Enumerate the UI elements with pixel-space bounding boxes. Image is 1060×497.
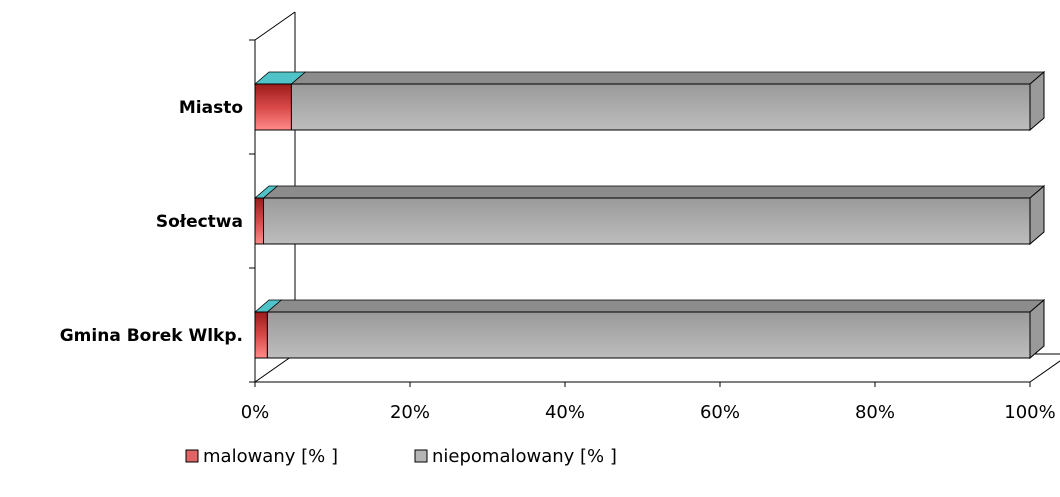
legend-label: niepomalowany [% ] bbox=[432, 446, 617, 467]
category-labels: Miasto Sołectwa Gmina Borek Wlkp. bbox=[60, 98, 243, 346]
x-tick-label: 40% bbox=[545, 402, 585, 423]
category-label: Gmina Borek Wlkp. bbox=[60, 326, 243, 346]
bar-2-1 bbox=[266, 311, 1031, 359]
bar-side-1 bbox=[1029, 184, 1045, 246]
x-tick-labels: 0% 20% 40% 60% 80% 100% bbox=[241, 402, 1056, 423]
bar-1-0 bbox=[254, 197, 265, 245]
x-tick-label: 100% bbox=[1004, 402, 1055, 423]
category-label: Miasto bbox=[179, 98, 243, 118]
legend-swatch bbox=[185, 449, 199, 463]
bar-side-0 bbox=[1029, 70, 1045, 132]
x-tick-label: 0% bbox=[241, 402, 270, 423]
bar-2-0 bbox=[254, 311, 268, 359]
bar-top-1-1 bbox=[262, 185, 1046, 199]
bar-top-0-1 bbox=[290, 71, 1046, 85]
bar-side-2 bbox=[1029, 298, 1045, 360]
bar-1-1 bbox=[263, 197, 1031, 245]
x-tick-label: 20% bbox=[390, 402, 430, 423]
left-top-edge bbox=[254, 11, 296, 41]
legend-label: malowany [% ] bbox=[203, 446, 338, 467]
bar-0-0 bbox=[254, 83, 292, 131]
bars-group bbox=[253, 70, 1046, 360]
x-tick-label: 60% bbox=[700, 402, 740, 423]
x-tick-label: 80% bbox=[855, 402, 895, 423]
floor-right-edge bbox=[1029, 360, 1060, 383]
category-label: Sołectwa bbox=[156, 212, 243, 232]
bar-top-2-1 bbox=[266, 299, 1046, 313]
bar-0-1 bbox=[290, 83, 1031, 131]
legend-swatch bbox=[414, 449, 428, 463]
legend: malowany [% ] niepomalowany [% ] bbox=[185, 446, 617, 467]
